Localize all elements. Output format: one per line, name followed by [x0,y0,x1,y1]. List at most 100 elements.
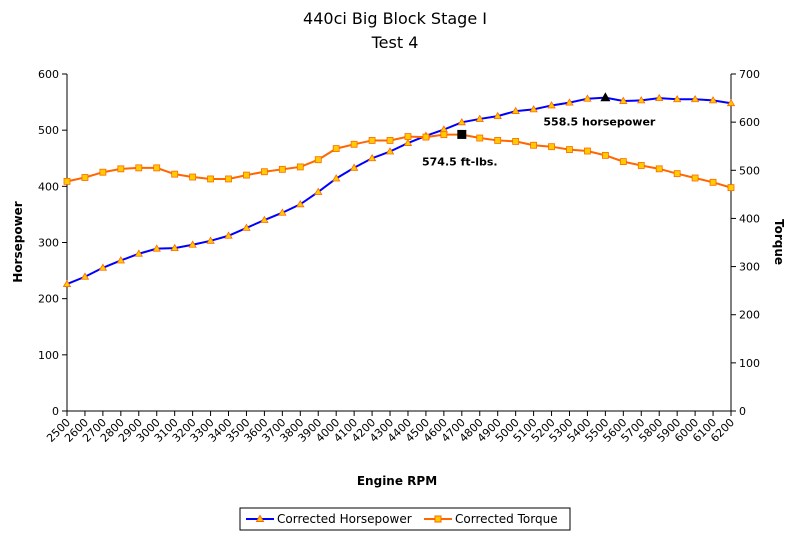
torque-point [601,151,609,159]
horsepower-point [726,98,736,107]
horsepower-point [619,96,628,104]
y-axis-left-title: Horsepower [11,201,25,283]
y-axis-right-ticks: 0 100 200 300 400 500 600 700 [731,68,760,418]
horsepower-point [583,94,592,102]
horsepower-point [260,215,269,223]
y-left-tick-label: 0 [52,405,59,418]
legend-horsepower-label: Corrected Horsepower [277,512,412,526]
horsepower-point [547,101,556,109]
y-left-tick-label: 200 [38,293,59,306]
horsepower-point [529,105,538,113]
horsepower-point [511,106,520,114]
torque-point [296,163,304,171]
annotation-layer: 558.5 horsepower 574.5 ft-lbs. [422,92,656,168]
torque-point [494,137,502,144]
horsepower-point [385,147,395,155]
horsepower-point [672,94,682,103]
y-right-tick-label: 600 [739,116,760,129]
torque-point [637,162,645,169]
y-left-tick-label: 100 [38,349,59,362]
horsepower-point [314,187,323,195]
torque-point [530,141,537,149]
torque-point [278,165,286,173]
torque-line [66,133,732,189]
torque-point [243,171,250,179]
y-left-tick-label: 600 [38,68,59,81]
x-axis-ticks: 2500260027002800290030003100320033003400… [44,411,737,445]
horsepower-point [170,243,179,252]
legend-box [239,507,571,531]
torque-point [117,165,125,173]
torque-point [619,158,627,166]
horsepower-point [224,231,233,239]
horsepower-point [80,272,90,280]
chart-title: 440ci Big Block Stage I [303,9,487,28]
torque-point [135,164,143,172]
torque-point [207,175,214,183]
horsepower-point [331,174,341,182]
horsepower-point [708,96,718,104]
y-left-tick-label: 500 [38,124,59,137]
torque-point [673,170,681,178]
horsepower-point [188,240,197,248]
torque-point [422,133,430,141]
horsepower-line [66,96,732,285]
torque-point [332,145,340,153]
horsepower-point [493,111,502,120]
legend: Corrected Horsepower Corrected Torque [239,507,571,531]
horsepower-point [637,96,646,104]
torque-point [512,137,520,145]
legend-torque-label: Corrected Torque [455,512,558,526]
y-right-tick-label: 400 [739,212,760,225]
y-left-tick-label: 300 [38,237,59,250]
torque-point [691,174,699,182]
chart-subtitle: Test 4 [371,33,419,52]
horsepower-point [296,200,305,208]
torque-point [709,178,717,186]
torque-point [655,165,663,173]
horsepower-point [367,153,377,162]
torque-point [584,147,591,155]
y-axis-left-ticks: 0 100 200 300 400 500 600 [38,68,67,418]
torque-point [99,168,107,176]
x-axis-title: Engine RPM [357,474,437,488]
torque-point [171,170,179,178]
horsepower-point [206,236,215,244]
y-right-tick-label: 100 [739,357,760,370]
torque-point [368,137,376,144]
y-axis-right-title: Torque [772,219,786,265]
torque-point [153,164,161,172]
legend-horsepower-marker [255,514,265,522]
y-right-tick-label: 200 [739,309,760,322]
torque-point [440,131,448,139]
horsepower-point [655,93,664,102]
horsepower-point [565,98,574,106]
torque-point [81,174,89,181]
torque-point [476,134,484,142]
torque-point [314,156,322,164]
y-left-tick-label: 400 [38,180,59,193]
horsepower-point [475,114,484,122]
horsepower-point [62,279,72,287]
torque-point [566,146,573,153]
torque-point [63,177,71,185]
torque-point [404,133,412,140]
horsepower-point [242,223,251,231]
peak-torque-label: 574.5 ft-lbs. [422,155,498,168]
horsepower-point [152,244,161,252]
horsepower-point [349,163,359,171]
torque-point [189,173,197,181]
horsepower-point [116,256,126,264]
torque-point [727,184,735,192]
y-right-tick-label: 300 [739,261,760,274]
horsepower-point [278,208,287,216]
peak-horsepower-marker [600,92,611,102]
y-right-tick-label: 0 [739,405,746,418]
horsepower-point [403,138,413,146]
horsepower-point [134,249,143,257]
series-layer [62,93,736,287]
torque-point [225,175,232,183]
peak-horsepower-label: 558.5 horsepower [543,115,655,128]
y-right-tick-label: 700 [739,68,760,81]
